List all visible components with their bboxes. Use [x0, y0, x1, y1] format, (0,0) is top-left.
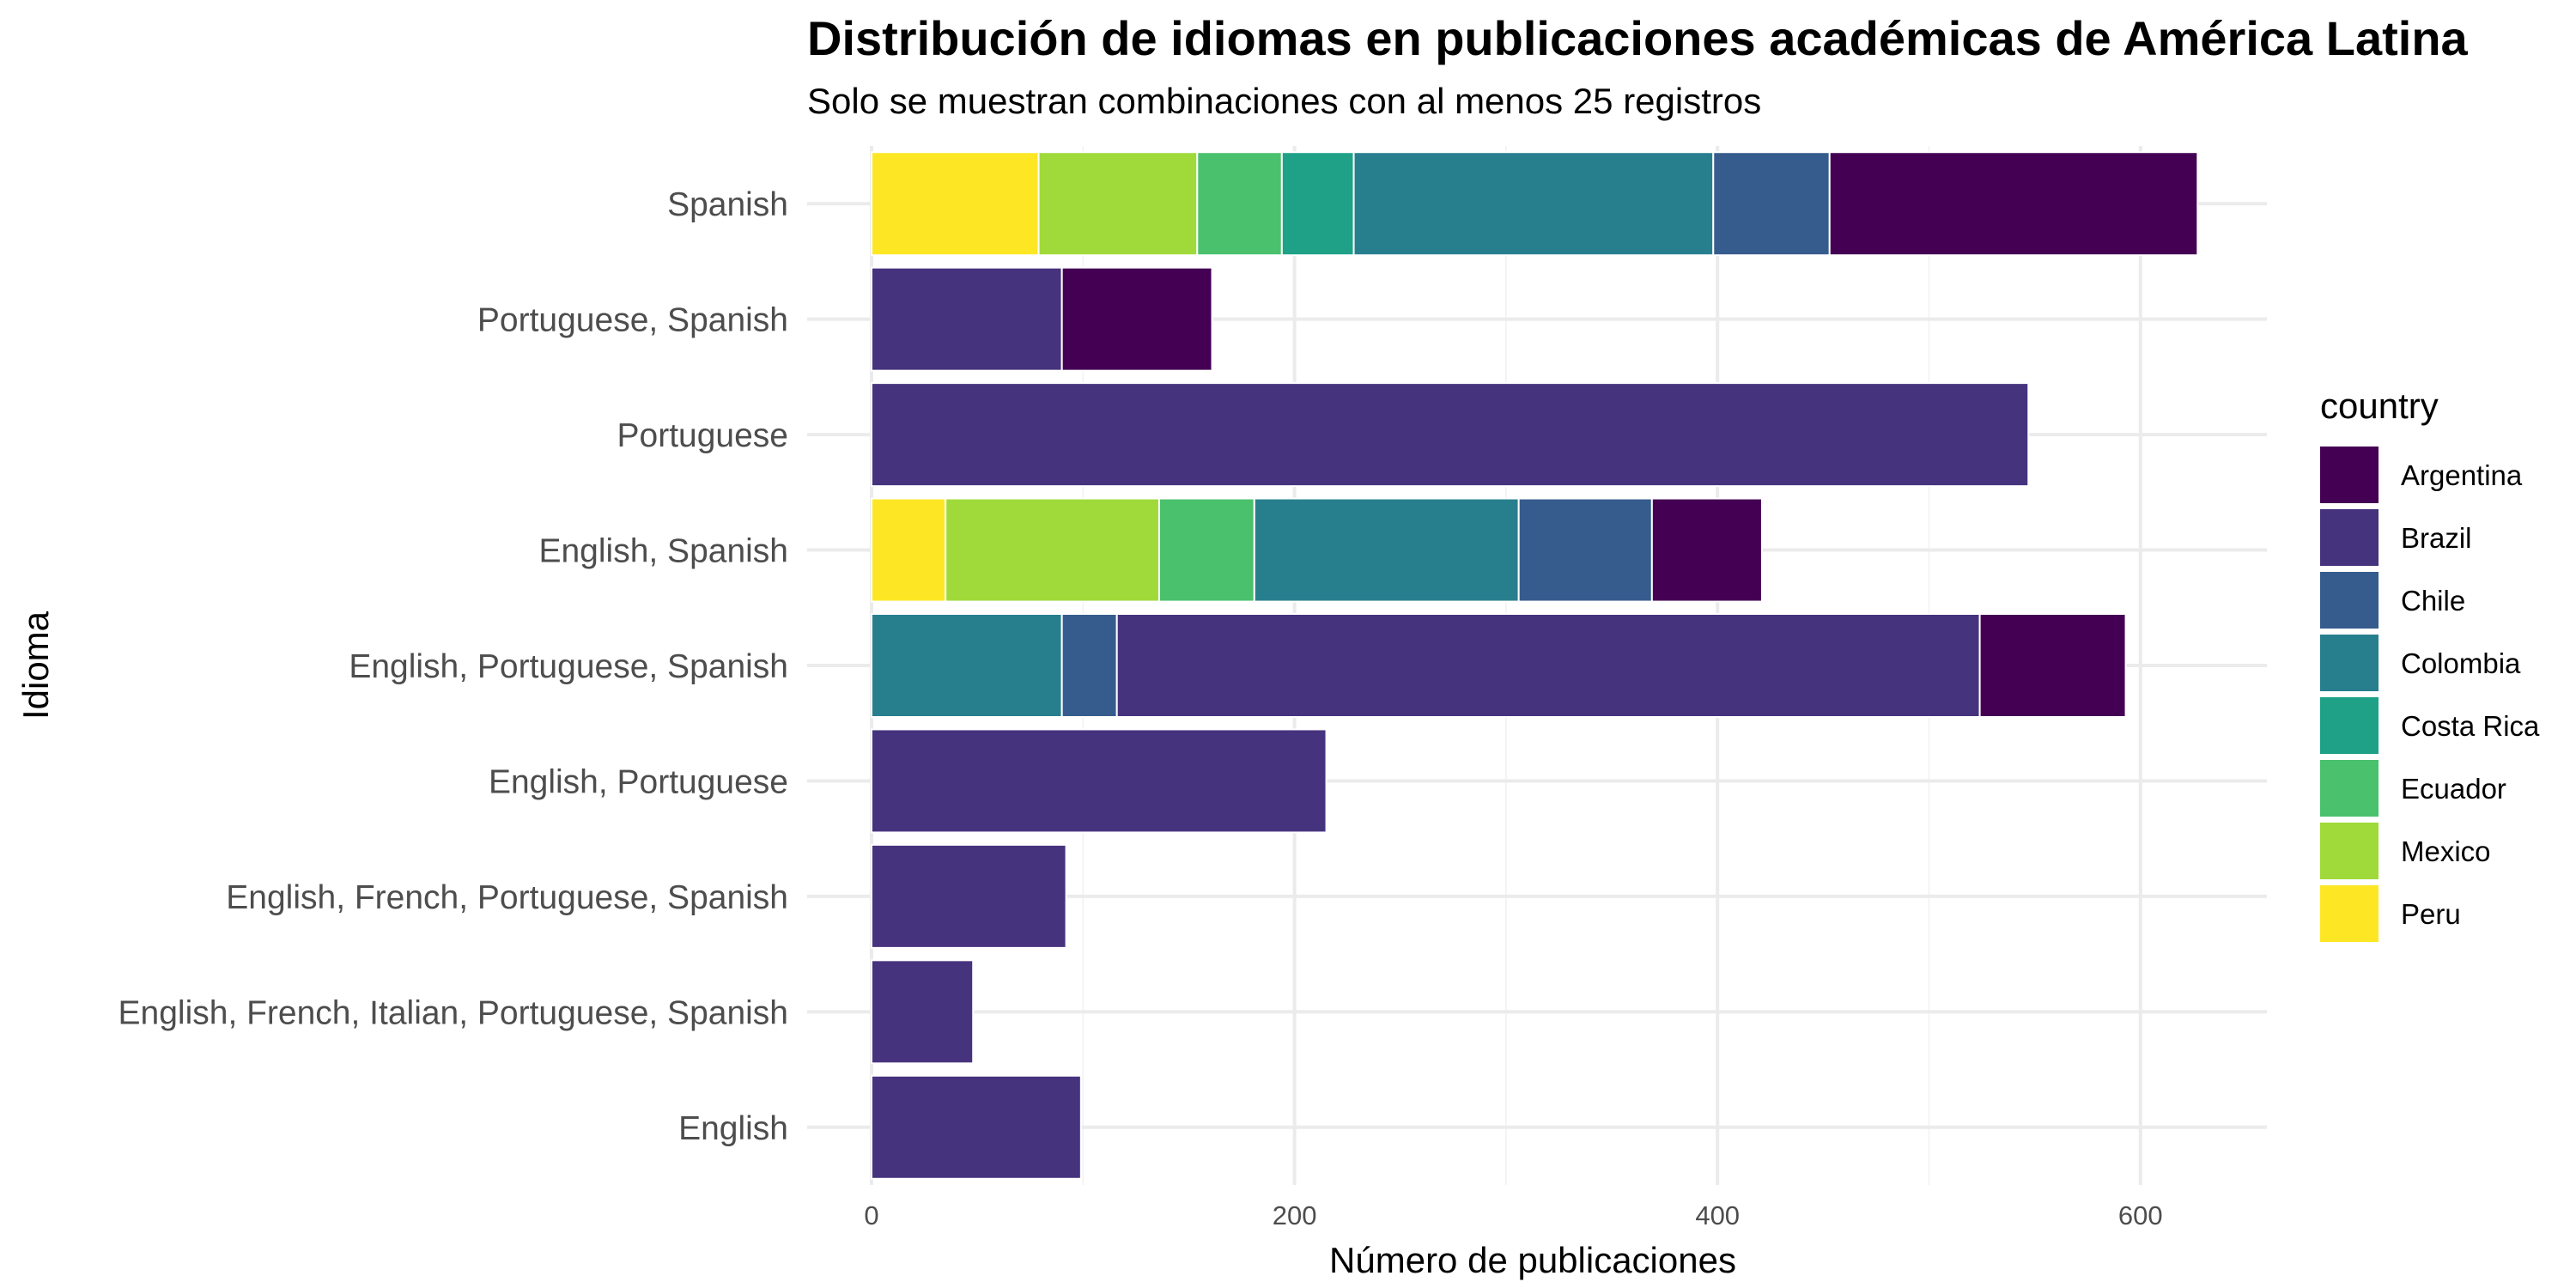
x-tick-labels: 0 200 400 600	[864, 1200, 2162, 1230]
bars	[871, 151, 2199, 1180]
y-tick-label: English, Spanish	[538, 533, 788, 570]
y-tick-label: English, Portuguese, Spanish	[349, 648, 788, 685]
legend-key-brazil	[2320, 509, 2379, 566]
bar-argentina-1	[1828, 151, 2199, 257]
y-tick-label: Portuguese	[617, 417, 788, 454]
legend-label: Chile	[2401, 585, 2465, 617]
y-tick-label: Portuguese, Spanish	[477, 302, 788, 339]
chart-subtitle: Solo se muestran combinaciones con al me…	[807, 81, 1761, 121]
legend-key-ecuador	[2320, 760, 2379, 817]
bar-brazil-8	[871, 959, 975, 1065]
bar-peru-4	[871, 497, 947, 603]
bar-brazil-5	[1115, 613, 1981, 718]
bar-chile-1	[1712, 151, 1831, 257]
legend: country Argentina Brazil Chile Colombia Cost…	[2320, 386, 2540, 942]
y-axis-label: Idioma	[15, 611, 56, 720]
y-tick-labels: Spanish Portuguese, Spanish Portuguese Engl…	[118, 186, 788, 1147]
bar-mexico-1	[1037, 151, 1199, 257]
legend-key-mexico	[2320, 823, 2379, 879]
y-tick-label: English, French, Portuguese, Spanish	[226, 879, 788, 916]
legend-label: Argentina	[2401, 459, 2523, 491]
legend-key-costa-rica	[2320, 697, 2379, 754]
legend-label: Mexico	[2401, 835, 2491, 867]
legend-label: Costa Rica	[2401, 710, 2540, 742]
bar-colombia-1	[1352, 151, 1715, 257]
legend-key-peru	[2320, 885, 2379, 942]
bar-brazil-6	[871, 728, 1327, 834]
bar-argentina-5	[1978, 613, 2127, 718]
bar-brazil-3	[871, 382, 2030, 488]
y-tick-label: English, Portuguese	[489, 763, 788, 800]
legend-key-argentina	[2320, 447, 2379, 503]
bar-brazil-9	[871, 1074, 1082, 1180]
bar-brazil-2	[871, 266, 1063, 372]
x-tick-label: 600	[2118, 1200, 2163, 1230]
legend-label: Ecuador	[2401, 773, 2506, 805]
legend-label: Brazil	[2401, 522, 2472, 554]
legend-key-colombia	[2320, 635, 2379, 691]
y-tick-label: English	[678, 1110, 788, 1147]
bar-chile-4	[1517, 497, 1653, 603]
x-tick-label: 400	[1695, 1200, 1740, 1230]
bar-chile-5	[1060, 613, 1118, 718]
bar-colombia-4	[1253, 497, 1520, 603]
x-tick-label: 0	[864, 1200, 878, 1230]
legend-title: country	[2320, 386, 2439, 426]
y-tick-label: Spanish	[667, 186, 788, 223]
bar-argentina-2	[1060, 266, 1213, 372]
x-tick-label: 200	[1273, 1200, 1317, 1230]
legend-items: Argentina Brazil Chile Colombia Costa Rica Ec…	[2320, 447, 2540, 942]
y-tick-label: English, French, Italian, Portuguese, Sp…	[118, 994, 788, 1031]
bar-peru-1	[871, 151, 1040, 257]
bar-ecuador-1	[1196, 151, 1283, 257]
bar-mexico-4	[945, 497, 1160, 603]
bar-brazil-7	[871, 843, 1067, 949]
x-axis-label: Número de publicaciones	[1329, 1240, 1736, 1280]
bar-colombia-5	[871, 613, 1063, 718]
legend-label: Colombia	[2401, 647, 2521, 679]
chart-title: Distribución de idiomas en publicaciones…	[807, 11, 2469, 65]
bar-argentina-4	[1650, 497, 1763, 603]
legend-key-chile	[2320, 572, 2379, 629]
legend-label: Peru	[2401, 898, 2461, 930]
bar-costa-rica-1	[1280, 151, 1355, 257]
bar-ecuador-4	[1157, 497, 1255, 603]
